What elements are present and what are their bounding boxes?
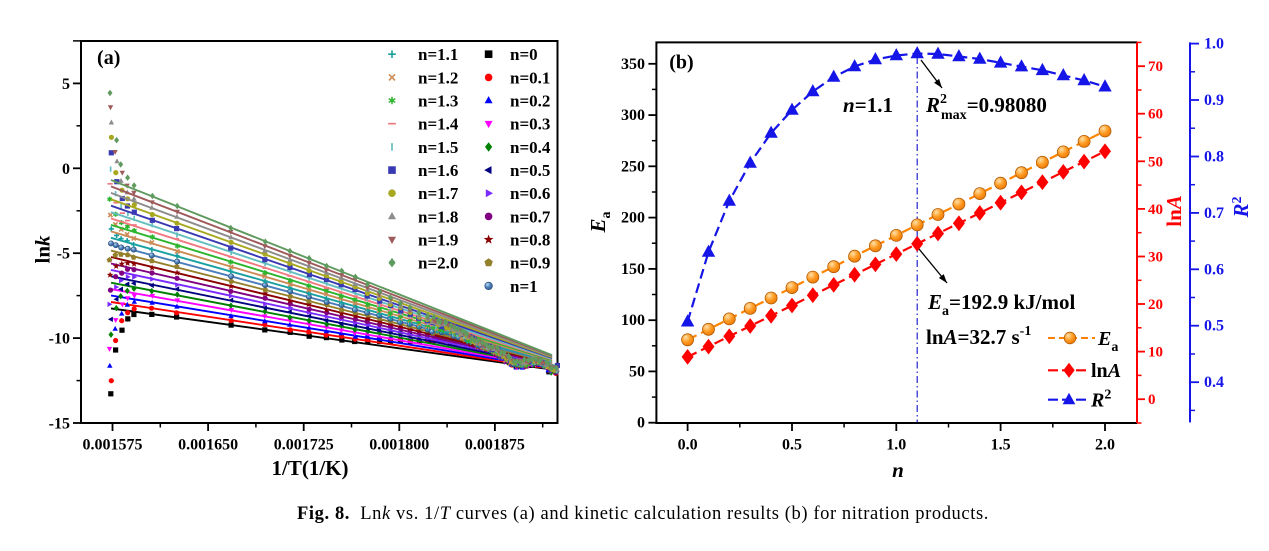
svg-text:1.0: 1.0 bbox=[886, 437, 906, 454]
svg-text:n=2.0: n=2.0 bbox=[418, 254, 458, 273]
svg-text:5: 5 bbox=[62, 76, 70, 93]
svg-text:-10: -10 bbox=[49, 331, 70, 348]
svg-text:1.5: 1.5 bbox=[991, 437, 1011, 454]
svg-text:lnk: lnk bbox=[31, 235, 55, 264]
svg-text:Ea: Ea bbox=[586, 211, 614, 233]
svg-text:50: 50 bbox=[629, 363, 645, 380]
svg-text:0.001875: 0.001875 bbox=[465, 437, 525, 454]
svg-text:n=1.7: n=1.7 bbox=[418, 184, 459, 203]
svg-text:1/T(1/K): 1/T(1/K) bbox=[272, 456, 349, 480]
svg-text:0: 0 bbox=[1148, 392, 1156, 408]
svg-text:0.001800: 0.001800 bbox=[369, 437, 429, 454]
svg-text:Fig. 8. Lnk vs. 1/T curves (a): Fig. 8. Lnk vs. 1/T curves (a) and kinet… bbox=[297, 504, 989, 524]
svg-text:n=0.4: n=0.4 bbox=[510, 138, 551, 157]
svg-text:n=1.4: n=1.4 bbox=[418, 115, 459, 134]
svg-text:0.001725: 0.001725 bbox=[274, 437, 334, 454]
svg-text:20: 20 bbox=[1148, 297, 1163, 313]
svg-text:40: 40 bbox=[1148, 202, 1163, 218]
svg-text:100: 100 bbox=[621, 312, 645, 329]
svg-text:250: 250 bbox=[621, 158, 645, 175]
svg-text:50: 50 bbox=[1148, 154, 1163, 170]
svg-text:70: 70 bbox=[1148, 59, 1163, 75]
svg-text:0.0: 0.0 bbox=[678, 437, 698, 454]
svg-text:n=1.9: n=1.9 bbox=[418, 231, 458, 250]
svg-text:(a): (a) bbox=[97, 47, 120, 69]
svg-text:n=1.2: n=1.2 bbox=[418, 68, 458, 87]
svg-text:n=1: n=1 bbox=[510, 277, 538, 296]
svg-text:n=0.9: n=0.9 bbox=[510, 254, 550, 273]
svg-text:n=0.7: n=0.7 bbox=[510, 207, 551, 226]
svg-text:n=1.8: n=1.8 bbox=[418, 207, 458, 226]
svg-text:n=1.1: n=1.1 bbox=[843, 93, 893, 117]
svg-text:lnA: lnA bbox=[1091, 360, 1121, 382]
svg-text:n=0.2: n=0.2 bbox=[510, 92, 550, 111]
svg-text:0.9: 0.9 bbox=[1204, 92, 1224, 109]
svg-text:n=0.5: n=0.5 bbox=[510, 161, 550, 180]
svg-text:-15: -15 bbox=[49, 416, 70, 433]
svg-text:(b): (b) bbox=[669, 52, 693, 74]
svg-text:lnA=32.7 s-1: lnA=32.7 s-1 bbox=[926, 324, 1031, 349]
svg-text:n: n bbox=[892, 458, 904, 482]
svg-text:0.5: 0.5 bbox=[782, 437, 802, 454]
svg-text:n=0.6: n=0.6 bbox=[510, 184, 550, 203]
svg-text:0.7: 0.7 bbox=[1204, 205, 1224, 222]
svg-text:0: 0 bbox=[637, 415, 645, 432]
svg-text:0.6: 0.6 bbox=[1204, 261, 1224, 278]
svg-text:60: 60 bbox=[1148, 107, 1163, 123]
svg-text:n=0.3: n=0.3 bbox=[510, 115, 550, 134]
svg-text:n=1.1: n=1.1 bbox=[418, 45, 458, 64]
svg-text:n=0.1: n=0.1 bbox=[510, 68, 550, 87]
svg-text:0.4: 0.4 bbox=[1204, 374, 1224, 391]
svg-text:0.001650: 0.001650 bbox=[178, 437, 238, 454]
svg-text:0.5: 0.5 bbox=[1204, 318, 1224, 335]
svg-text:n=1.6: n=1.6 bbox=[418, 161, 458, 180]
svg-text:R2: R2 bbox=[1229, 196, 1253, 218]
svg-text:lnA: lnA bbox=[1162, 195, 1186, 227]
svg-text:n=1.5: n=1.5 bbox=[418, 138, 458, 157]
svg-text:150: 150 bbox=[621, 261, 645, 278]
svg-text:200: 200 bbox=[621, 210, 645, 227]
svg-text:30: 30 bbox=[1148, 250, 1163, 266]
svg-text:300: 300 bbox=[621, 107, 645, 124]
svg-text:Ea: Ea bbox=[1097, 328, 1118, 355]
svg-text:-5: -5 bbox=[57, 246, 70, 263]
svg-text:0.001575: 0.001575 bbox=[83, 437, 143, 454]
svg-text:2.0: 2.0 bbox=[1095, 437, 1115, 454]
svg-text:0.8: 0.8 bbox=[1204, 149, 1224, 166]
svg-text:10: 10 bbox=[1148, 345, 1163, 361]
svg-text:1.0: 1.0 bbox=[1204, 36, 1224, 53]
svg-text:Ea=192.9 kJ/mol: Ea=192.9 kJ/mol bbox=[927, 290, 1075, 319]
svg-text:350: 350 bbox=[621, 56, 645, 73]
svg-text:n=0.8: n=0.8 bbox=[510, 231, 550, 250]
svg-text:n=1.3: n=1.3 bbox=[418, 92, 458, 111]
svg-text:0: 0 bbox=[62, 161, 70, 178]
svg-text:n=0: n=0 bbox=[510, 45, 538, 64]
svg-text:R2: R2 bbox=[1090, 388, 1111, 412]
